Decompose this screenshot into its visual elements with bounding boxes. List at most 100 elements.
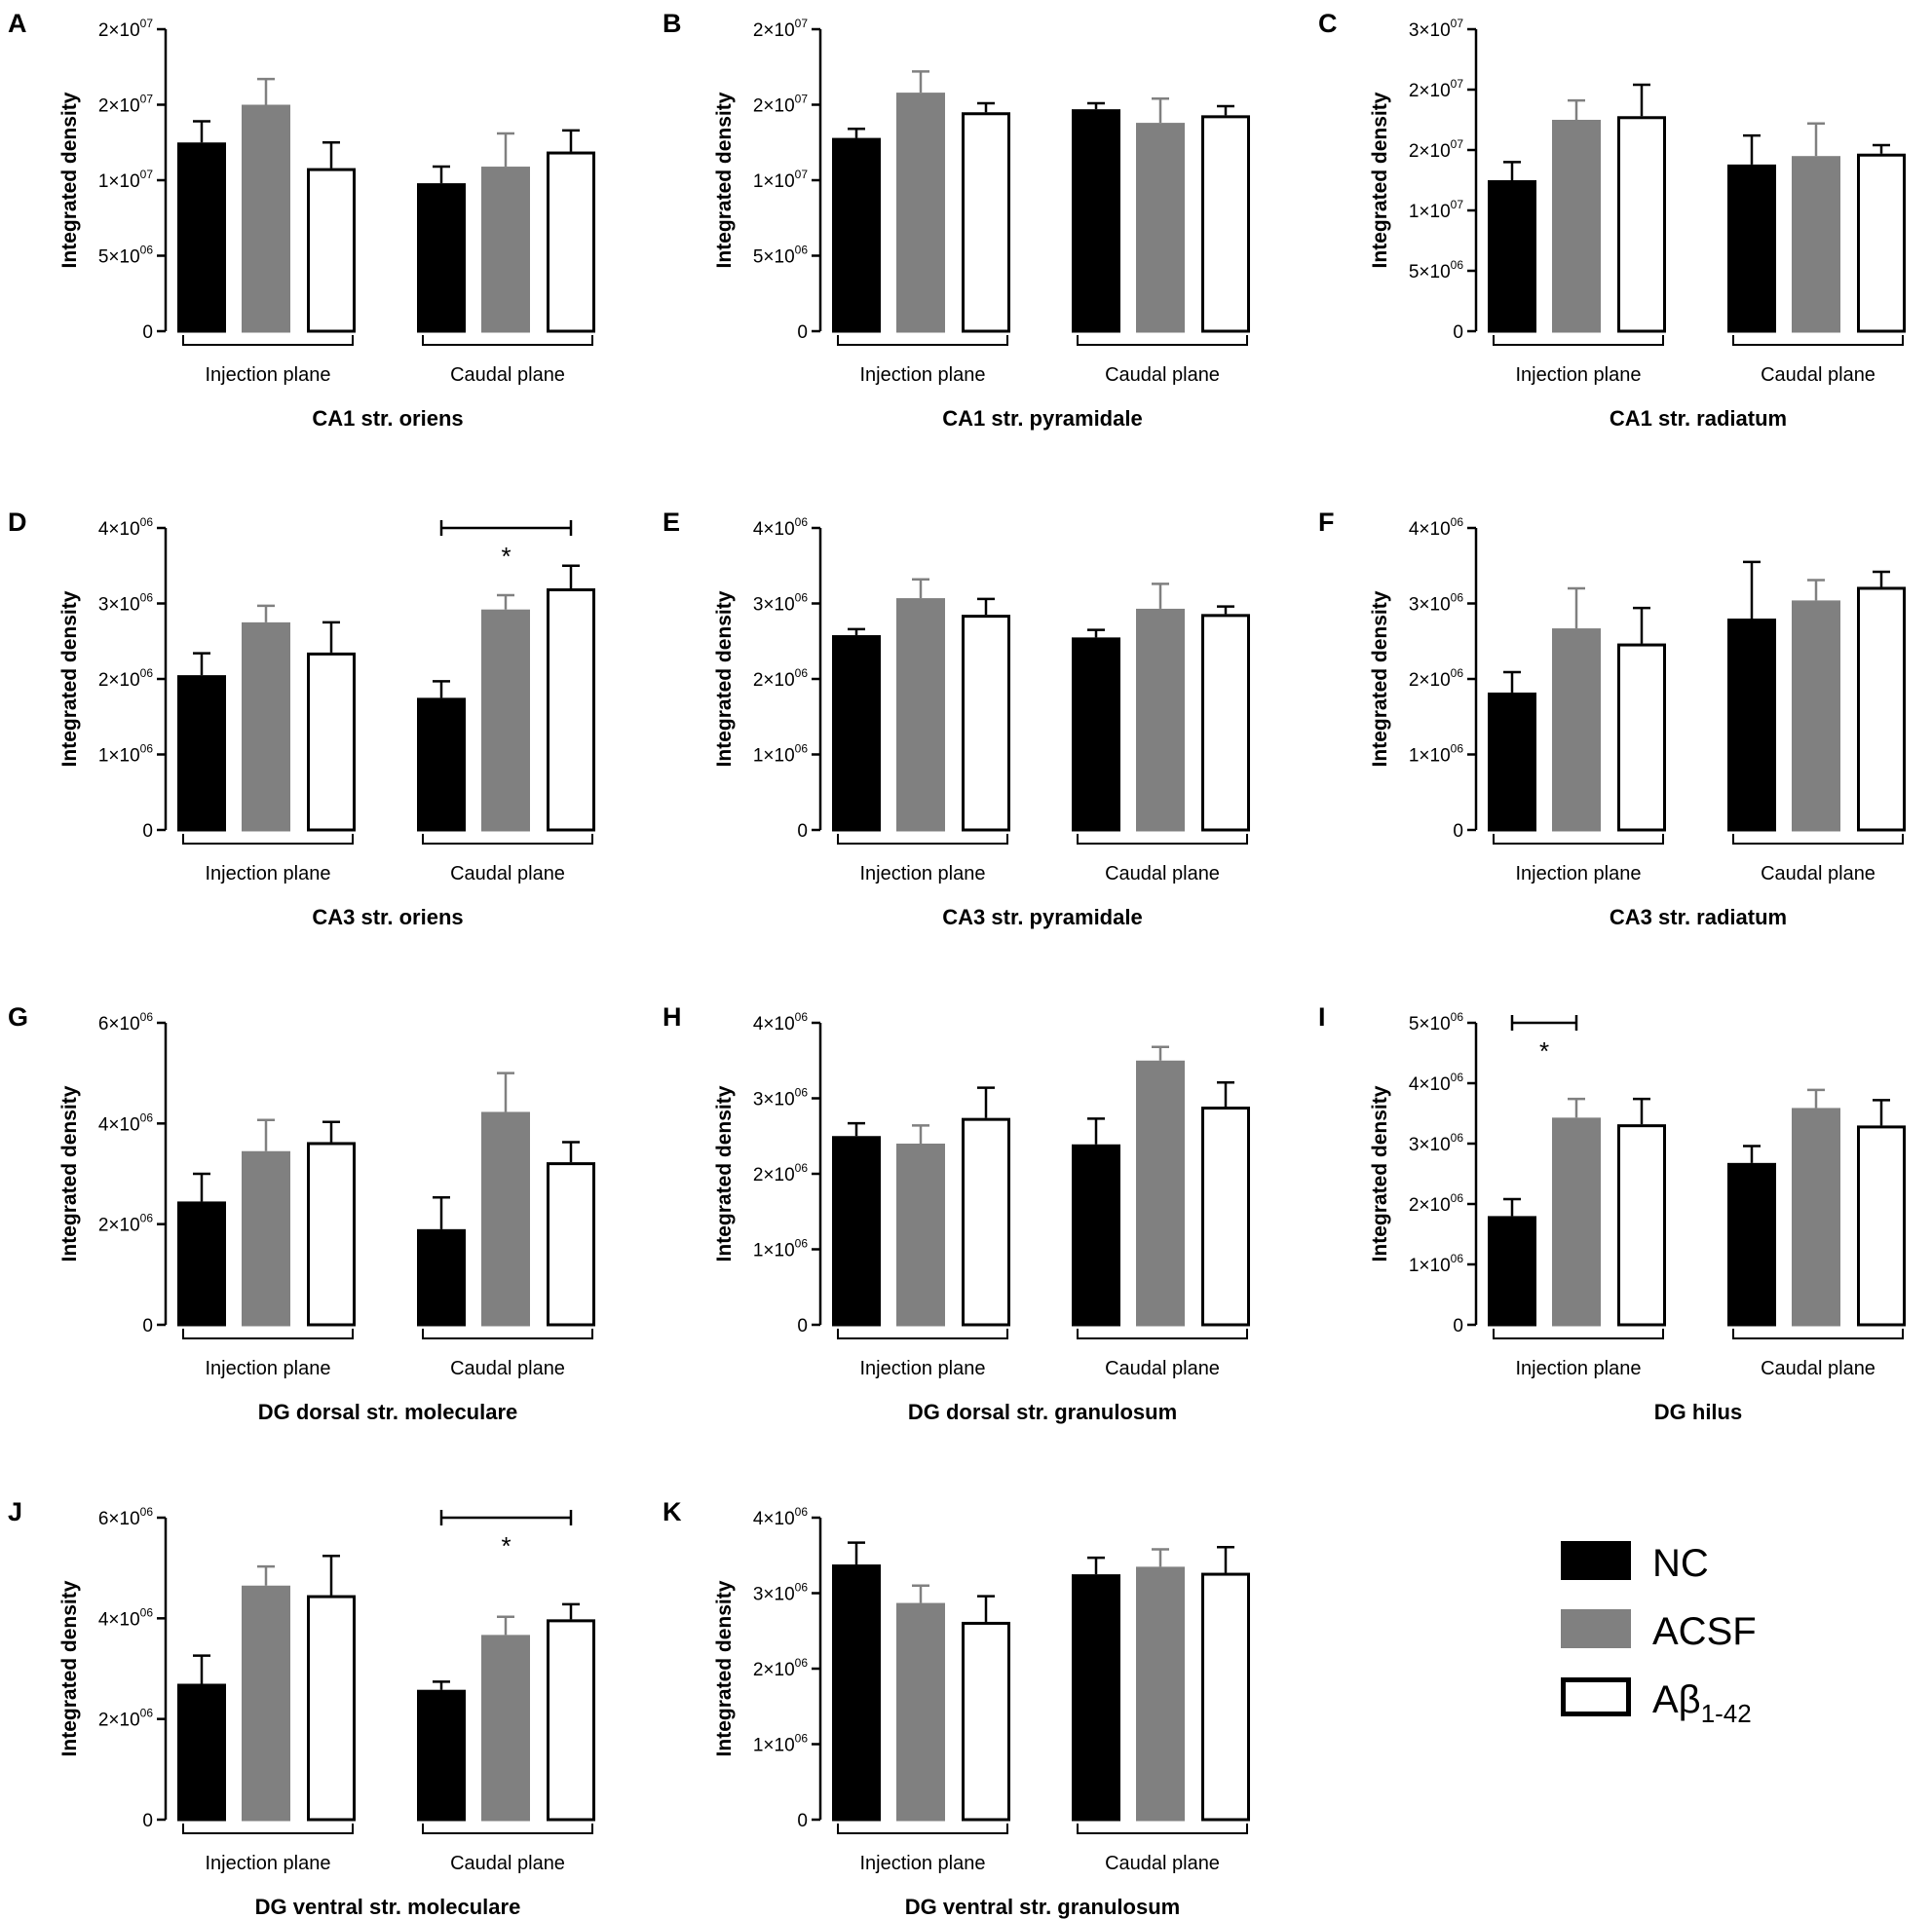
group-label: Injection plane: [1516, 364, 1642, 386]
group-bracket: [182, 1824, 354, 1834]
y-tick-label: 1×1007: [98, 168, 153, 192]
bar-acsf: [242, 621, 290, 832]
group-bracket: [1493, 335, 1664, 346]
legend-item: Aβ1-42: [1561, 1677, 1752, 1728]
bar-acsf: [242, 1585, 290, 1822]
panel-title: CA3 str. pyramidale: [942, 905, 1142, 929]
y-tick-label: 4×1006: [98, 515, 153, 540]
y-tick-label: 0: [1453, 1316, 1463, 1336]
y-axis-label: Integrated density: [713, 590, 736, 767]
bar-acsf: [1136, 1060, 1185, 1327]
panel-h: H Integrated density 0 1×1006 2×1006 3×1006 4×…: [663, 1002, 1250, 1424]
y-tick-label: 4×1006: [753, 515, 808, 540]
panel-title: CA3 str. radiatum: [1610, 905, 1787, 929]
panels-layer: A Integrated density 0 5×1006 1×1007 2×1007 2×…: [8, 9, 1906, 1919]
y-axis-label: Integrated density: [713, 92, 736, 268]
y-tick-label: 2×1007: [98, 17, 153, 41]
bar-nc: [417, 1228, 466, 1327]
significance-star: *: [501, 1531, 511, 1561]
bar-a-1-42: [962, 615, 1010, 832]
group-bracket: [837, 834, 1008, 845]
group-label: Injection plane: [860, 1358, 986, 1379]
bar-nc: [417, 697, 466, 832]
bar-nc: [177, 1683, 226, 1822]
y-axis-label: Integrated density: [58, 1580, 81, 1756]
bar-acsf: [1136, 608, 1185, 832]
group-label: Caudal plane: [450, 364, 565, 386]
y-tick-label: 1×1006: [753, 1237, 808, 1261]
bar-nc: [1072, 1144, 1120, 1327]
bar-nc: [1727, 164, 1776, 333]
bar-a-1-42: [547, 1162, 595, 1327]
group-bracket: [1077, 834, 1248, 845]
bar-nc: [417, 1689, 466, 1822]
bar-a-1-42: [1201, 1572, 1250, 1822]
panel-title: DG ventral str. moleculare: [255, 1895, 521, 1919]
group-label: Injection plane: [1516, 863, 1642, 884]
group-bracket: [422, 1824, 593, 1834]
group-bracket: [837, 1824, 1008, 1834]
panel-title: CA3 str. oriens: [312, 905, 463, 929]
y-tick-label: 1×1006: [753, 1732, 808, 1756]
bar-nc: [832, 1136, 881, 1327]
bar-a-1-42: [547, 151, 595, 333]
bar-acsf: [1552, 628, 1601, 832]
panel-letter: D: [8, 508, 27, 537]
y-tick-label: 0: [1453, 821, 1463, 842]
y-tick-label: 2×1006: [753, 1161, 808, 1185]
bar-acsf: [1552, 1117, 1601, 1327]
group-bracket: [422, 834, 593, 845]
y-tick-label: 0: [142, 1316, 153, 1336]
bar-acsf: [896, 1144, 945, 1327]
panel-title: DG dorsal str. moleculare: [258, 1400, 518, 1424]
group-label: Injection plane: [206, 1853, 331, 1874]
bar-nc: [1727, 1162, 1776, 1327]
group-bracket: [1077, 1329, 1248, 1339]
panel-g: G Integrated density 0 2×1006 4×1006 6×1006 In…: [8, 1002, 595, 1424]
group-label: Injection plane: [206, 364, 331, 386]
y-tick-label: 5×1006: [753, 244, 808, 268]
y-tick-label: 2×1007: [98, 93, 153, 117]
panel-letter: H: [663, 1002, 682, 1032]
panel-title: DG hilus: [1654, 1400, 1742, 1424]
y-axis-label: Integrated density: [1369, 1085, 1391, 1261]
y-tick-label: 2×1006: [1409, 666, 1463, 691]
group-label: Injection plane: [1516, 1358, 1642, 1379]
group-label: Caudal plane: [1761, 364, 1875, 386]
bar-nc: [1488, 180, 1536, 333]
bar-nc: [1727, 619, 1776, 832]
panel-k: K Integrated density 0 1×1006 2×1006 3×1006 4×…: [663, 1497, 1250, 1919]
y-tick-label: 3×1006: [98, 591, 153, 616]
legend-label: NC: [1652, 1542, 1709, 1585]
y-tick-label: 1×1007: [753, 168, 808, 192]
bar-acsf: [1136, 123, 1185, 333]
panel-letter: I: [1318, 1002, 1326, 1032]
group-label: Caudal plane: [450, 863, 565, 884]
y-tick-label: 2×1007: [753, 17, 808, 41]
y-tick-label: 3×1006: [1409, 591, 1463, 616]
panel-title: CA1 str. pyramidale: [942, 406, 1142, 431]
y-tick-label: 0: [797, 1316, 808, 1336]
y-tick-label: 4×1006: [753, 1505, 808, 1529]
group-bracket: [837, 1329, 1008, 1339]
bar-acsf: [896, 1602, 945, 1822]
bar-acsf: [481, 1111, 530, 1327]
legend-item: NC: [1561, 1541, 1709, 1585]
panel-letter: J: [8, 1497, 22, 1526]
panel-letter: G: [8, 1002, 28, 1032]
panel-letter: B: [663, 9, 682, 38]
group-label: Injection plane: [860, 863, 986, 884]
significance-star: *: [501, 542, 511, 571]
bar-acsf: [1792, 156, 1840, 333]
bar-nc: [1488, 692, 1536, 832]
bar-a-1-42: [547, 1619, 595, 1822]
y-tick-label: 6×1006: [98, 1505, 153, 1529]
bar-acsf: [481, 609, 530, 832]
group-label: Caudal plane: [450, 1853, 565, 1874]
group-bracket: [422, 335, 593, 346]
bar-nc: [832, 137, 881, 333]
bar-a-1-42: [1617, 643, 1666, 832]
panel-a: A Integrated density 0 5×1006 1×1007 2×1007 2×…: [8, 9, 595, 431]
bar-nc: [177, 675, 226, 832]
group-label: Injection plane: [860, 1853, 986, 1874]
